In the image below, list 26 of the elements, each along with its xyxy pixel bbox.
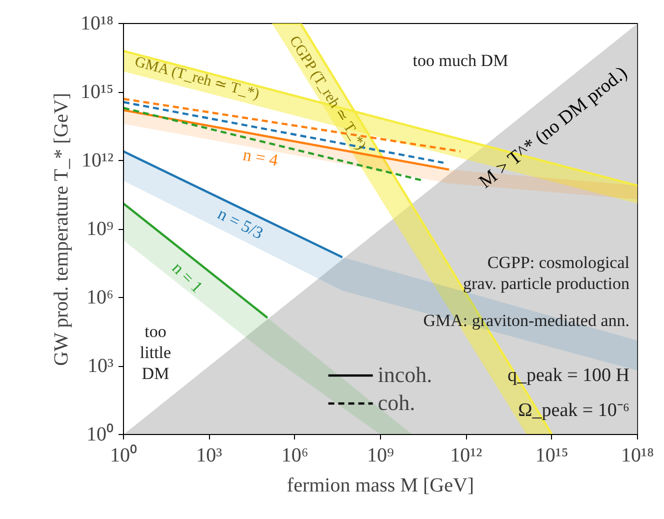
y-tick-label: 10¹⁵ — [80, 81, 114, 103]
y-tick-label: 10¹⁸ — [80, 12, 114, 34]
annotation: grav. particle production — [463, 274, 630, 293]
y-tick-label: 10³ — [88, 355, 114, 377]
annotation: n = 4 — [242, 145, 280, 170]
legend-label: coh. — [378, 390, 416, 416]
y-tick-label: 10¹² — [82, 150, 114, 172]
y-tick-label: 10⁹ — [86, 218, 114, 240]
x-axis-title: fermion mass M [GeV] — [286, 474, 474, 496]
y-tick-label: 10⁰ — [86, 422, 114, 446]
annotation: n = 5/3 — [214, 204, 266, 243]
legend-label: incoh. — [378, 362, 432, 388]
x-tick-label: 10¹⁸ — [621, 444, 654, 466]
y-tick-label: 10⁶ — [86, 286, 114, 308]
x-tick-label: 10³ — [196, 444, 222, 466]
annotation: n = 1 — [168, 258, 207, 297]
annotation: GMA (T_reh ≃ T_*) — [133, 54, 261, 103]
y-axis-title: GW prod. temperature T_* [GeV] — [50, 92, 73, 366]
annotation: too little DM — [140, 322, 172, 383]
x-tick-label: 10¹² — [450, 444, 482, 466]
x-tick-label: 10⁶ — [281, 444, 308, 466]
x-tick-label: 10¹⁵ — [535, 444, 568, 466]
x-tick-label: 10⁰ — [110, 444, 137, 466]
annotation: CGPP: cosmological — [487, 253, 630, 272]
annotation: too much DM — [412, 51, 508, 70]
x-tick-label: 10⁹ — [367, 444, 394, 466]
